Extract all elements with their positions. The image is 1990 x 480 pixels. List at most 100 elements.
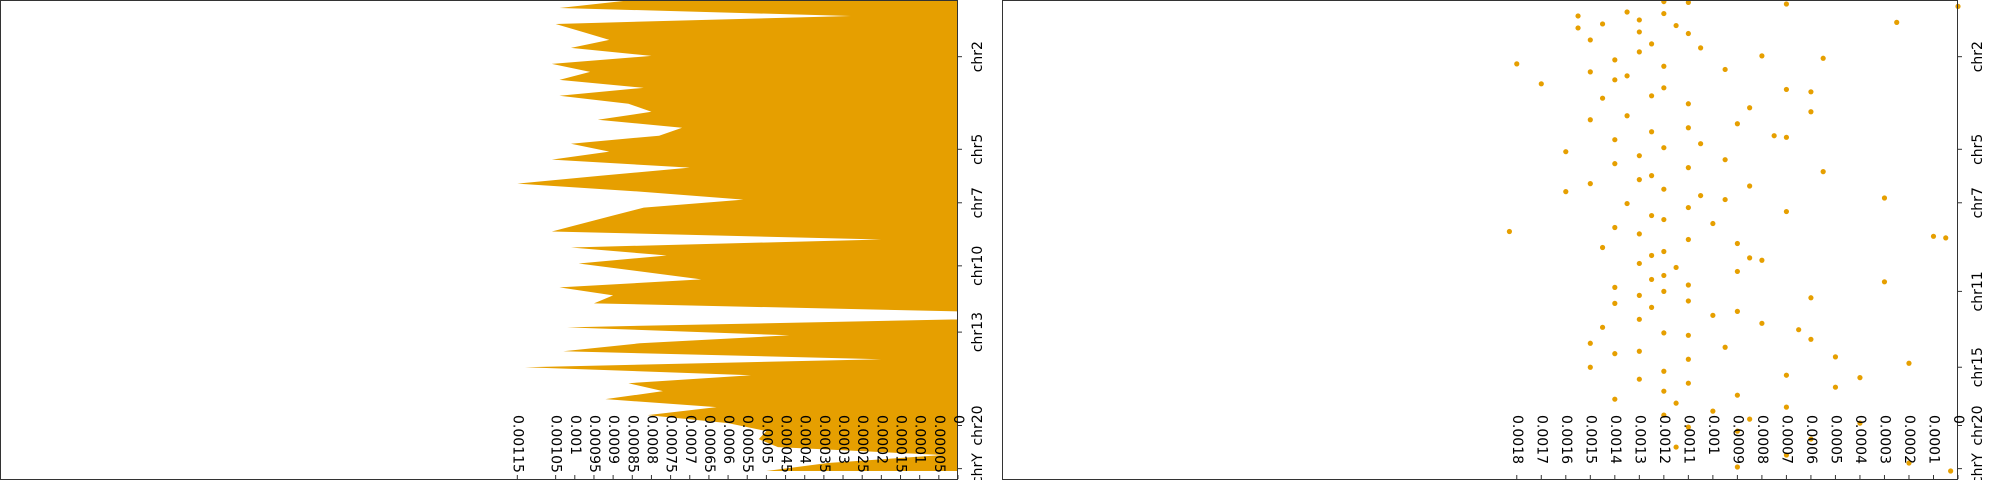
point <box>1648 252 1655 259</box>
point <box>1648 93 1655 99</box>
point <box>1734 428 1740 434</box>
point <box>1808 109 1814 115</box>
point <box>1808 89 1814 95</box>
point <box>1587 117 1593 123</box>
chart-panel: 00.000050.00010.000150.00020.000250.0003… <box>0 0 986 480</box>
point <box>1575 25 1581 31</box>
point <box>1734 268 1740 275</box>
point <box>1636 231 1642 237</box>
point <box>1612 137 1618 143</box>
x-tick-label: 0.00045 <box>778 415 794 473</box>
point <box>1685 0 1691 5</box>
point <box>1685 298 1691 304</box>
point <box>1636 260 1642 267</box>
point <box>1857 420 1863 426</box>
x-tick-label: 0.0016 <box>1558 415 1574 464</box>
point <box>1624 200 1630 207</box>
point <box>1783 452 1790 458</box>
point <box>1661 145 1667 151</box>
x-tick-label: 0.0012 <box>1656 415 1672 464</box>
point <box>1698 192 1704 199</box>
point <box>1587 181 1593 187</box>
point <box>1612 396 1618 402</box>
point <box>1636 49 1642 55</box>
x-tick-label: 0 <box>950 415 966 424</box>
point <box>1599 244 1606 251</box>
point <box>1881 195 1888 201</box>
point <box>1832 384 1839 390</box>
point <box>1685 101 1691 107</box>
point <box>1722 66 1728 73</box>
point <box>1612 351 1618 357</box>
point <box>1685 30 1691 37</box>
point <box>1759 257 1765 263</box>
point <box>1563 149 1569 155</box>
point <box>1599 324 1606 330</box>
x-tick-label: 0.0003 <box>1876 415 1892 464</box>
x-tick-label: 0.0017 <box>1533 415 1549 464</box>
point <box>1881 279 1888 285</box>
point <box>1661 186 1667 192</box>
point <box>1661 0 1667 5</box>
point <box>1820 55 1826 61</box>
point <box>1906 460 1912 466</box>
x-tick-label: 0.0011 <box>1680 415 1696 464</box>
y-tick-label: chrY <box>970 453 986 480</box>
y-tick-label: chr20 <box>970 405 986 445</box>
x-tick-label: 0.0003 <box>835 415 851 464</box>
point <box>1734 392 1740 398</box>
point <box>1661 412 1667 418</box>
point <box>1943 235 1949 241</box>
point <box>1722 344 1728 350</box>
point <box>1710 312 1716 318</box>
y-tick-label: chr7 <box>1970 187 1986 218</box>
point <box>1710 408 1716 414</box>
point <box>1783 134 1790 140</box>
point <box>1661 272 1667 279</box>
x-tick-label: 0.0005 <box>758 415 774 464</box>
x-tick-label: 0.0013 <box>1631 415 1647 464</box>
y-tick-label: chrY <box>1970 453 1986 480</box>
point <box>1661 216 1667 223</box>
point <box>1636 177 1642 183</box>
point <box>1759 320 1765 326</box>
y-tick-label: chr10 <box>970 246 986 286</box>
point <box>1771 133 1777 139</box>
point <box>1661 330 1667 336</box>
point <box>1599 95 1606 101</box>
area <box>517 0 958 472</box>
point <box>1796 327 1802 333</box>
plot-border <box>1002 0 1958 480</box>
x-tick-label: 0.0006 <box>720 415 736 464</box>
point <box>1661 248 1667 255</box>
x-tick-label: 0.001 <box>567 415 583 455</box>
point <box>1661 10 1667 17</box>
point <box>1587 340 1593 346</box>
point <box>1612 284 1618 290</box>
point <box>1734 121 1740 127</box>
point <box>1783 372 1790 378</box>
point <box>1808 336 1814 342</box>
point <box>1685 282 1691 288</box>
point <box>1783 404 1790 410</box>
point <box>1624 73 1630 79</box>
point <box>1648 41 1655 47</box>
point <box>1685 236 1691 243</box>
point <box>1685 204 1691 211</box>
point <box>1636 292 1642 298</box>
point <box>1563 189 1569 195</box>
y-tick-label: chr5 <box>1970 134 1986 165</box>
point <box>1685 424 1691 430</box>
x-tick-label: 0 <box>1950 415 1966 424</box>
point <box>1636 316 1642 322</box>
x-tick-label: 0.0008 <box>1754 415 1770 464</box>
x-tick-label: 0.0001 <box>912 415 928 464</box>
point <box>1599 21 1606 27</box>
x-tick-label: 0.0014 <box>1607 415 1623 464</box>
point <box>1661 288 1667 294</box>
x-tick-label: 0.00025 <box>854 415 870 473</box>
point <box>1710 220 1716 227</box>
point <box>1685 125 1691 131</box>
x-tick-label: 0.00095 <box>586 415 602 473</box>
